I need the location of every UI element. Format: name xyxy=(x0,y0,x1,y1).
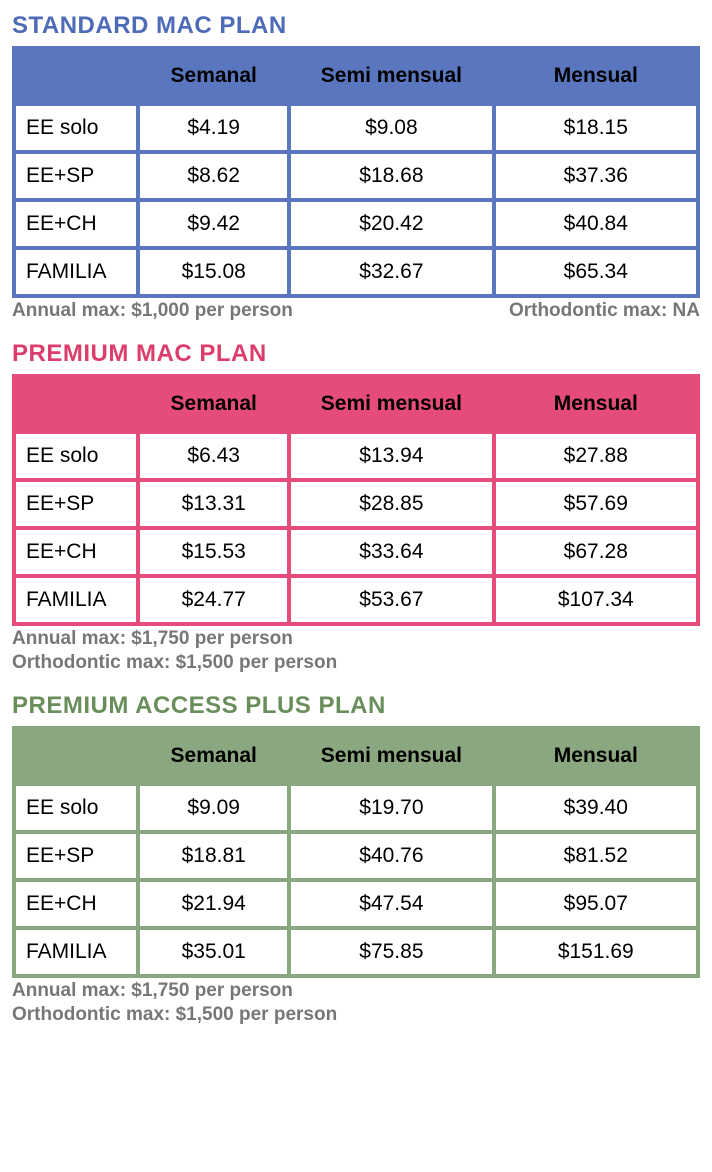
plan-footnotes: Annual max: $1,750 per personOrthodontic… xyxy=(12,980,700,1026)
price-cell: $21.94 xyxy=(140,882,287,926)
price-cell: $20.42 xyxy=(291,202,491,246)
price-cell: $24.77 xyxy=(140,578,287,622)
price-cell: $18.68 xyxy=(291,154,491,198)
footnote: Orthodontic max: $1,500 per person xyxy=(12,652,700,674)
plan-title: PREMIUM ACCESS PLUS PLAN xyxy=(12,692,700,720)
column-header xyxy=(16,730,136,782)
table-row: EE solo$6.43$13.94$27.88 xyxy=(16,434,696,478)
price-cell: $53.67 xyxy=(291,578,491,622)
price-cell: $67.28 xyxy=(496,530,696,574)
plan-table: SemanalSemi mensualMensualEE solo$6.43$1… xyxy=(12,374,700,626)
column-header: Mensual xyxy=(496,50,696,102)
price-cell: $28.85 xyxy=(291,482,491,526)
row-label: EE+CH xyxy=(16,530,136,574)
price-cell: $9.42 xyxy=(140,202,287,246)
footnote: Orthodontic max: $1,500 per person xyxy=(12,1004,700,1026)
price-cell: $6.43 xyxy=(140,434,287,478)
table-row: FAMILIA$35.01$75.85$151.69 xyxy=(16,930,696,974)
footnote: Annual max: $1,000 per person xyxy=(12,300,293,322)
row-label: EE solo xyxy=(16,434,136,478)
table-row: FAMILIA$24.77$53.67$107.34 xyxy=(16,578,696,622)
row-label: EE+CH xyxy=(16,882,136,926)
price-cell: $33.64 xyxy=(291,530,491,574)
column-header: Semi mensual xyxy=(291,730,491,782)
row-label: EE+SP xyxy=(16,154,136,198)
price-cell: $35.01 xyxy=(140,930,287,974)
row-label: EE solo xyxy=(16,786,136,830)
row-label: EE+SP xyxy=(16,834,136,878)
price-cell: $4.19 xyxy=(140,106,287,150)
price-cell: $15.53 xyxy=(140,530,287,574)
price-cell: $19.70 xyxy=(291,786,491,830)
footnote: Annual max: $1,750 per person xyxy=(12,980,700,1002)
price-cell: $57.69 xyxy=(496,482,696,526)
column-header: Semanal xyxy=(140,378,287,430)
table-row: EE+SP$18.81$40.76$81.52 xyxy=(16,834,696,878)
table-row: EE+CH$9.42$20.42$40.84 xyxy=(16,202,696,246)
column-header: Semanal xyxy=(140,50,287,102)
footnote: Orthodontic max: NA xyxy=(509,300,700,322)
plan-title: PREMIUM MAC PLAN xyxy=(12,340,700,368)
price-cell: $13.31 xyxy=(140,482,287,526)
price-cell: $107.34 xyxy=(496,578,696,622)
row-label: EE+SP xyxy=(16,482,136,526)
price-cell: $37.36 xyxy=(496,154,696,198)
row-label: FAMILIA xyxy=(16,250,136,294)
price-cell: $9.09 xyxy=(140,786,287,830)
price-cell: $81.52 xyxy=(496,834,696,878)
price-cell: $8.62 xyxy=(140,154,287,198)
column-header: Semanal xyxy=(140,730,287,782)
price-cell: $151.69 xyxy=(496,930,696,974)
price-cell: $18.81 xyxy=(140,834,287,878)
row-label: FAMILIA xyxy=(16,578,136,622)
plan-table: SemanalSemi mensualMensualEE solo$9.09$1… xyxy=(12,726,700,978)
column-header: Semi mensual xyxy=(291,378,491,430)
price-cell: $40.76 xyxy=(291,834,491,878)
table-row: EE+CH$21.94$47.54$95.07 xyxy=(16,882,696,926)
plan-table: SemanalSemi mensualMensualEE solo$4.19$9… xyxy=(12,46,700,298)
column-header xyxy=(16,50,136,102)
table-row: EE+CH$15.53$33.64$67.28 xyxy=(16,530,696,574)
row-label: FAMILIA xyxy=(16,930,136,974)
plan-section: PREMIUM MAC PLAN SemanalSemi mensualMensu… xyxy=(12,340,700,674)
price-cell: $32.67 xyxy=(291,250,491,294)
plan-footnotes: Annual max: $1,750 per personOrthodontic… xyxy=(12,628,700,674)
column-header: Semi mensual xyxy=(291,50,491,102)
price-cell: $47.54 xyxy=(291,882,491,926)
table-row: EE solo$4.19$9.08$18.15 xyxy=(16,106,696,150)
price-cell: $40.84 xyxy=(496,202,696,246)
price-cell: $13.94 xyxy=(291,434,491,478)
price-cell: $15.08 xyxy=(140,250,287,294)
price-cell: $75.85 xyxy=(291,930,491,974)
column-header: Mensual xyxy=(496,378,696,430)
row-label: EE solo xyxy=(16,106,136,150)
price-cell: $27.88 xyxy=(496,434,696,478)
price-cell: $18.15 xyxy=(496,106,696,150)
price-cell: $9.08 xyxy=(291,106,491,150)
table-row: FAMILIA$15.08$32.67$65.34 xyxy=(16,250,696,294)
table-row: EE+SP$13.31$28.85$57.69 xyxy=(16,482,696,526)
row-label: EE+CH xyxy=(16,202,136,246)
plan-footnotes: Annual max: $1,000 per person Orthodontic… xyxy=(12,300,700,322)
price-cell: $39.40 xyxy=(496,786,696,830)
plan-section: STANDARD MAC PLAN SemanalSemi mensualMens… xyxy=(12,12,700,322)
price-cell: $65.34 xyxy=(496,250,696,294)
footnote: Annual max: $1,750 per person xyxy=(12,628,700,650)
column-header xyxy=(16,378,136,430)
plan-section: PREMIUM ACCESS PLUS PLAN SemanalSemi mens… xyxy=(12,692,700,1026)
column-header: Mensual xyxy=(496,730,696,782)
price-cell: $95.07 xyxy=(496,882,696,926)
table-row: EE+SP$8.62$18.68$37.36 xyxy=(16,154,696,198)
table-row: EE solo$9.09$19.70$39.40 xyxy=(16,786,696,830)
plan-title: STANDARD MAC PLAN xyxy=(12,12,700,40)
